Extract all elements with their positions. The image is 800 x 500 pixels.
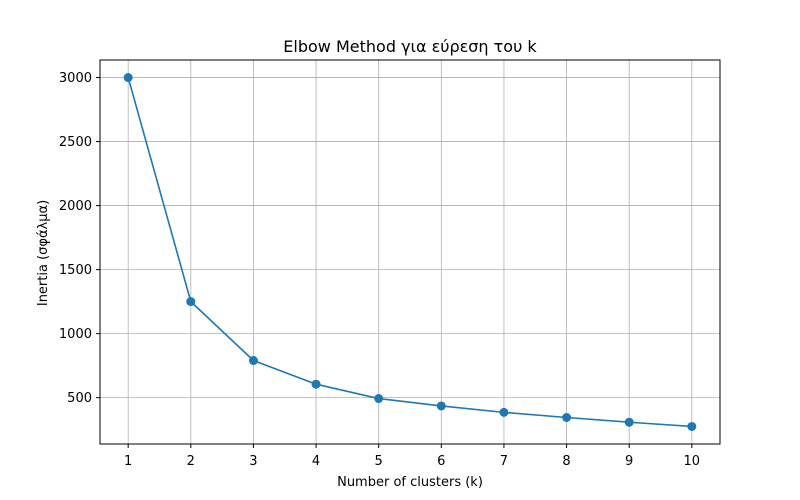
y-tick-label: 2000 [59, 199, 92, 214]
data-point [123, 73, 133, 83]
data-point [499, 407, 509, 417]
x-tick-label: 9 [625, 454, 633, 469]
data-point [248, 356, 258, 366]
x-tick-label: 8 [562, 454, 570, 469]
series-line [127, 77, 692, 428]
y-tick-label: 3000 [59, 71, 92, 86]
x-tick-label: 6 [437, 454, 445, 469]
x-tick-label: 4 [312, 454, 320, 469]
x-tick-label: 3 [249, 454, 257, 469]
data-point [562, 412, 572, 422]
data-point [436, 401, 446, 411]
x-tick-label: 2 [187, 454, 195, 469]
x-tick-label: 1 [124, 454, 132, 469]
data-point [687, 421, 697, 431]
y-tick-label: 2500 [59, 135, 92, 150]
series-layer [123, 73, 697, 431]
x-tick-label: 7 [500, 454, 508, 469]
y-tick-label: 500 [67, 391, 92, 406]
plot-frame [99, 59, 721, 445]
data-point [624, 417, 634, 427]
y-tick-label: 1500 [59, 263, 92, 278]
grid [100, 60, 720, 444]
y-axis-label: Inertia (σφάλμα) [36, 200, 51, 306]
chart-title: Elbow Method για εύρεση του k [283, 37, 537, 56]
x-tick-label: 10 [684, 454, 701, 469]
data-point [186, 297, 196, 307]
data-point [311, 379, 321, 389]
x-axis-label: Number of clusters (k) [337, 475, 483, 490]
data-point [374, 394, 384, 404]
x-tick-label: 5 [375, 454, 383, 469]
ticks: 1 2 3 4 5 6 7 8 9 10 500 1000 1500 2000 2500 3000 [59, 71, 700, 469]
y-tick-label: 1000 [59, 327, 92, 342]
